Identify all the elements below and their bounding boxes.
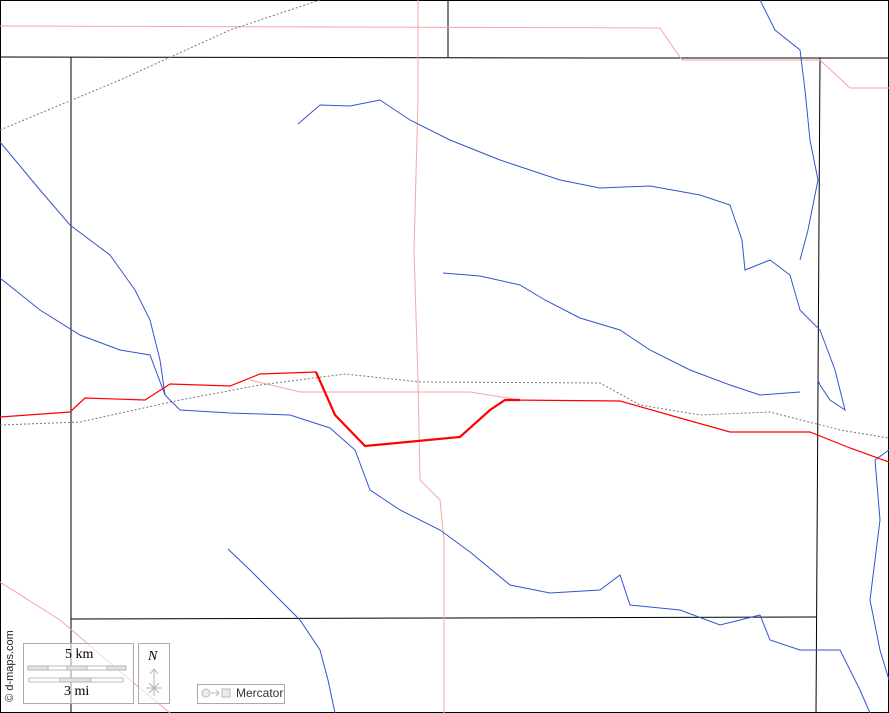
highlighted-road bbox=[314, 371, 520, 448]
scale-km-label: 5 km bbox=[65, 647, 94, 662]
scale-legend bbox=[23, 643, 134, 704]
boundary-east bbox=[815, 57, 821, 713]
north-legend bbox=[138, 643, 170, 704]
north-label: N bbox=[148, 649, 158, 664]
copyright: © d-maps.com bbox=[4, 630, 16, 702]
projection-label: Mercator bbox=[236, 686, 284, 700]
boundary-north bbox=[0, 56, 889, 59]
scale-mi-label: 3 mi bbox=[64, 684, 90, 699]
projection-legend bbox=[197, 684, 285, 704]
railway bbox=[0, 0, 889, 439]
